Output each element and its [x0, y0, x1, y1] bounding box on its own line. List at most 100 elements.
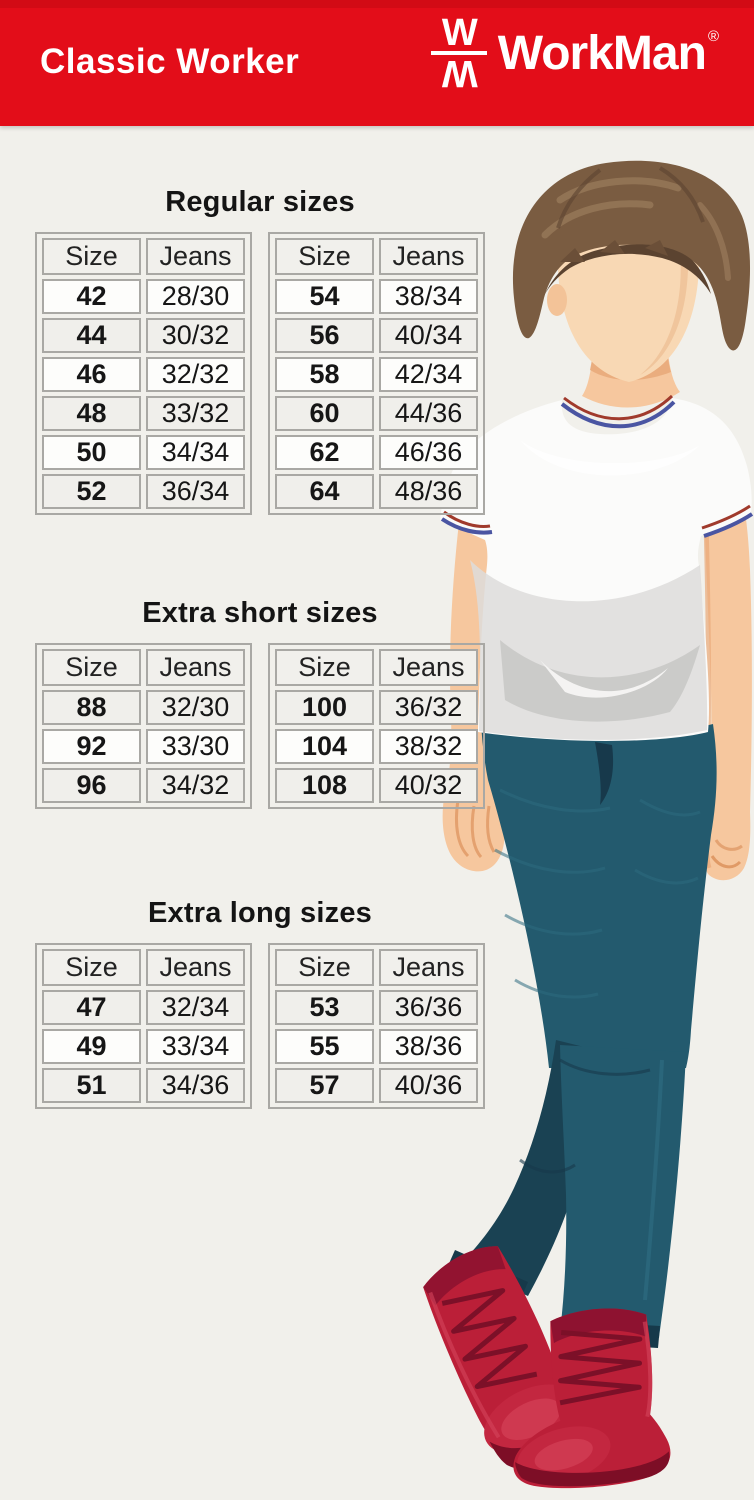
brand-wordmark: WorkMan ®: [497, 26, 719, 81]
registered-trademark: ®: [707, 27, 719, 45]
jeans-value: 38/32: [379, 729, 478, 764]
size-value: 104: [275, 729, 374, 764]
jeans-value: 40/32: [379, 768, 478, 803]
size-row: 56 40/34: [275, 318, 478, 353]
column-header: Size: [42, 949, 141, 986]
size-table: Size Jeans 54 38/34 56 40/34 58 42/34 60 44/36 62 4…: [268, 232, 485, 515]
monogram-divider: [430, 51, 487, 55]
jeans-value: 36/34: [146, 474, 245, 509]
section-extra-long-sizes: Extra long sizes Size Jeans 47 32/34 49 33/34…: [35, 897, 485, 1109]
jeans-value: 40/34: [379, 318, 478, 353]
jeans-value: 33/32: [146, 396, 245, 431]
column-header: Jeans: [146, 238, 245, 275]
column-header: Jeans: [146, 649, 245, 686]
jeans-value: 38/34: [379, 279, 478, 314]
brand-name: WorkMan: [497, 26, 707, 80]
size-row: 100 36/32: [275, 690, 478, 725]
header-top-strip: [0, 0, 754, 8]
jeans-value: 46/36: [379, 435, 478, 470]
jeans-value: 48/36: [379, 474, 478, 509]
size-row: 62 46/36: [275, 435, 478, 470]
size-row: 96 34/32: [42, 768, 245, 803]
size-value: 60: [275, 396, 374, 431]
size-value: 92: [42, 729, 141, 764]
product-line-title: Classic Worker: [40, 42, 300, 81]
size-row: 64 48/36: [275, 474, 478, 509]
hair: [512, 160, 751, 351]
section-regular-sizes: Regular sizes Size Jeans 42 28/30 44 30/32 46 3…: [35, 186, 485, 515]
size-value: 88: [42, 690, 141, 725]
section-title: Regular sizes: [165, 186, 355, 218]
ear: [547, 284, 567, 316]
size-row: 47 32/34: [42, 990, 245, 1025]
column-header: Size: [275, 949, 374, 986]
right-boot: [513, 1308, 671, 1489]
size-value: 100: [275, 690, 374, 725]
size-row: 49 33/34: [42, 1029, 245, 1064]
size-value: 52: [42, 474, 141, 509]
jeans-value: 42/34: [379, 357, 478, 392]
size-row: 92 33/30: [42, 729, 245, 764]
workman-monogram-icon: W W: [430, 12, 488, 94]
column-header: Jeans: [146, 949, 245, 986]
column-header: Size: [42, 238, 141, 275]
jeans-value: 38/36: [379, 1029, 478, 1064]
size-row: 57 40/36: [275, 1068, 478, 1103]
size-value: 53: [275, 990, 374, 1025]
column-header: Size: [275, 238, 374, 275]
jeans-right-leg: [560, 1045, 686, 1338]
size-table: Size Jeans 100 36/32 104 38/32 108 40/32: [268, 643, 485, 809]
size-row: 51 34/36: [42, 1068, 245, 1103]
jeans-value: 34/36: [146, 1068, 245, 1103]
jeans-value: 44/36: [379, 396, 478, 431]
size-row: 88 32/30: [42, 690, 245, 725]
size-value: 49: [42, 1029, 141, 1064]
jeans-hips: [481, 722, 717, 1068]
jeans-value: 36/36: [379, 990, 478, 1025]
size-value: 48: [42, 396, 141, 431]
size-row: 55 38/36: [275, 1029, 478, 1064]
jeans-value: 40/36: [379, 1068, 478, 1103]
size-row: 52 36/34: [42, 474, 245, 509]
size-row: 108 40/32: [275, 768, 478, 803]
size-value: 42: [42, 279, 141, 314]
size-value: 96: [42, 768, 141, 803]
section-title: Extra short sizes: [142, 597, 378, 629]
size-table: Size Jeans 53 36/36 55 38/36 57 40/36: [268, 943, 485, 1109]
size-value: 58: [275, 357, 374, 392]
size-table: Size Jeans 47 32/34 49 33/34 51 34/36: [35, 943, 252, 1109]
size-row: 42 28/30: [42, 279, 245, 314]
size-value: 54: [275, 279, 374, 314]
size-row: 60 44/36: [275, 396, 478, 431]
size-row: 54 38/34: [275, 279, 478, 314]
jeans-value: 36/32: [379, 690, 478, 725]
tables-row: Size Jeans 47 32/34 49 33/34 51 34/36 Size Jeans…: [35, 943, 485, 1109]
section-title: Extra long sizes: [148, 897, 372, 929]
section-extra-short-sizes: Extra short sizes Size Jeans 88 32/30 92 33/3…: [35, 597, 485, 809]
size-row: 58 42/34: [275, 357, 478, 392]
column-header: Size: [42, 649, 141, 686]
jeans-left-leg: [458, 1040, 589, 1296]
monogram-m: W: [441, 52, 476, 94]
jeans-value: 30/32: [146, 318, 245, 353]
jeans-value: 28/30: [146, 279, 245, 314]
size-table: Size Jeans 42 28/30 44 30/32 46 32/32 48 33/32 50 3…: [35, 232, 252, 515]
size-value: 108: [275, 768, 374, 803]
size-row: 104 38/32: [275, 729, 478, 764]
size-value: 47: [42, 990, 141, 1025]
size-value: 62: [275, 435, 374, 470]
jeans-value: 32/34: [146, 990, 245, 1025]
jeans-value: 33/34: [146, 1029, 245, 1064]
jeans-value: 34/32: [146, 768, 245, 803]
column-header: Jeans: [379, 649, 478, 686]
size-row: 50 34/34: [42, 435, 245, 470]
size-value: 50: [42, 435, 141, 470]
size-value: 56: [275, 318, 374, 353]
size-value: 57: [275, 1068, 374, 1103]
tables-row: Size Jeans 42 28/30 44 30/32 46 32/32 48 33/32 50 3…: [35, 232, 485, 515]
brand-logo: W W WorkMan ®: [430, 12, 719, 94]
size-table: Size Jeans 88 32/30 92 33/30 96 34/32: [35, 643, 252, 809]
monogram-w: W: [441, 12, 478, 54]
